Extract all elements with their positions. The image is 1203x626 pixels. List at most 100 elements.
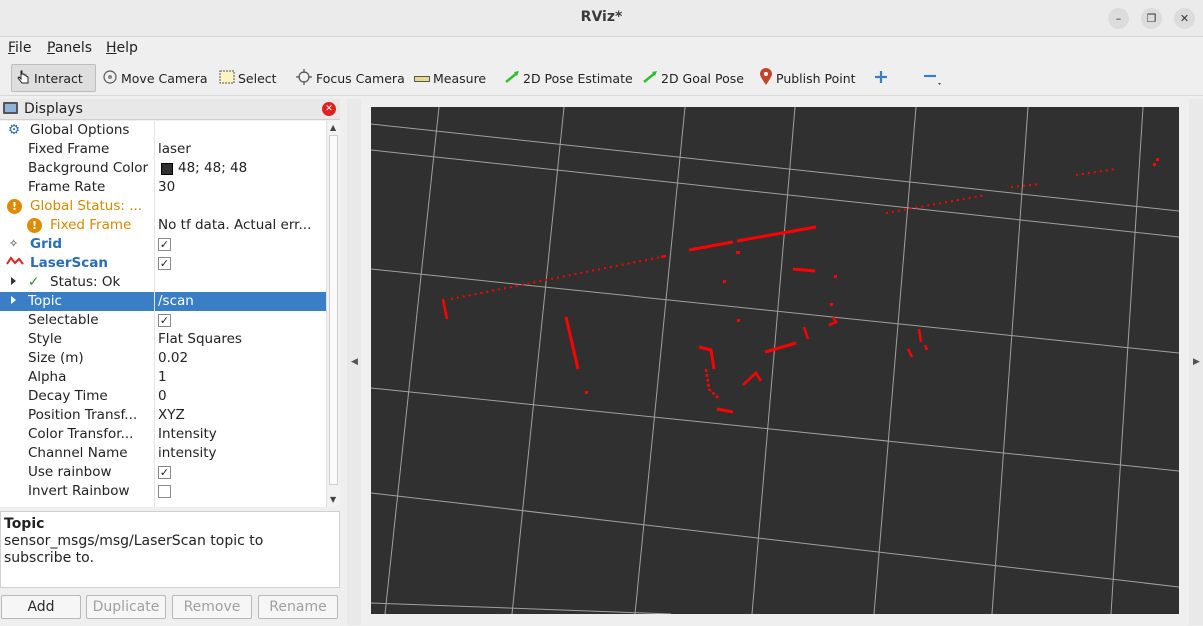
menu-file[interactable]: File xyxy=(8,40,32,56)
warning-icon: ! xyxy=(27,218,42,233)
row-key: Background Color xyxy=(28,160,149,176)
move-camera-label: Move Camera xyxy=(121,70,208,86)
row-key: Alpha xyxy=(28,369,67,385)
use-rainbow-checkbox[interactable]: ✓ xyxy=(158,466,171,479)
help-title: Topic xyxy=(4,516,45,532)
row-key: Color Transfor... xyxy=(28,426,134,442)
expand-arrow-icon[interactable] xyxy=(11,296,16,304)
publish-point-tool[interactable]: Publish Point xyxy=(756,64,859,92)
add-tool-button[interactable] xyxy=(871,64,891,92)
row-value: Flat Squares xyxy=(158,331,242,347)
pose-estimate-label: 2D Pose Estimate xyxy=(523,70,633,86)
remove-button[interactable]: Remove xyxy=(172,595,252,619)
tree-row-selectable[interactable]: Selectable ✓ xyxy=(0,311,326,330)
row-key: Frame Rate xyxy=(28,179,106,195)
window-title: RViz* xyxy=(580,9,623,25)
interact-tool[interactable]: Interact xyxy=(11,64,96,92)
row-value: 0.02 xyxy=(158,350,189,366)
menu-help[interactable]: Help xyxy=(106,40,138,56)
row-value: 1 xyxy=(158,369,167,385)
scroll-up-icon[interactable]: ▲ xyxy=(330,123,337,132)
row-value: 48; 48; 48 xyxy=(178,160,248,176)
row-key: Invert Rainbow xyxy=(28,483,130,499)
tree-row-status-ok[interactable]: ✓ Status: Ok xyxy=(0,273,326,292)
expand-arrow-icon[interactable] xyxy=(11,277,16,285)
row-value: intensity xyxy=(158,445,217,461)
row-key: Fixed Frame xyxy=(28,141,110,157)
publish-point-label: Publish Point xyxy=(776,70,856,86)
close-panel-icon[interactable]: ✕ xyxy=(322,102,336,116)
focus-camera-tool[interactable]: Focus Camera xyxy=(292,64,408,92)
row-key: Decay Time xyxy=(28,388,108,404)
column-divider xyxy=(154,121,155,507)
tree-row-fixed-frame[interactable]: Fixed Frame laser xyxy=(0,140,326,159)
check-icon: ✓ xyxy=(28,274,40,290)
gear-icon: ⚙ xyxy=(8,122,21,138)
minus-icon xyxy=(922,67,942,90)
displays-tree: ⚙ Global Options Fixed Frame laser Backg… xyxy=(0,121,326,507)
row-key: Size (m) xyxy=(28,350,84,366)
help-description: sensor_msgs/msg/LaserScan topic to subsc… xyxy=(4,533,264,566)
tree-row-laserscan[interactable]: LaserScan ✓ xyxy=(0,254,326,273)
goal-pose-tool[interactable]: 2D Goal Pose xyxy=(639,64,747,92)
pose-estimate-tool[interactable]: 2D Pose Estimate xyxy=(501,64,636,92)
invert-rainbow-checkbox[interactable] xyxy=(158,485,171,498)
tree-row-grid[interactable]: ✧ Grid ✓ xyxy=(0,235,326,254)
right-panel-grip[interactable]: ▶ xyxy=(1189,99,1203,625)
grid-icon: ✧ xyxy=(9,237,19,250)
measure-tool[interactable]: Measure xyxy=(411,64,489,92)
menu-bar: File Panels Help xyxy=(0,37,1203,59)
tree-row-decay-time[interactable]: Decay Time 0 xyxy=(0,387,326,406)
remove-tool-button[interactable] xyxy=(919,64,945,92)
tree-row-frame-rate[interactable]: Frame Rate 30 xyxy=(0,178,326,197)
tree-row-fixed-frame-status[interactable]: ! Fixed Frame No tf data. Actual err... xyxy=(0,216,326,235)
row-key: Global Status: ... xyxy=(30,198,143,214)
select-tool[interactable]: Select xyxy=(216,64,280,92)
laserscan-checkbox[interactable]: ✓ xyxy=(158,257,171,270)
collapse-left-icon[interactable]: ◀ xyxy=(351,357,358,367)
move-camera-icon xyxy=(102,69,118,88)
tree-row-background-color[interactable]: Background Color 48; 48; 48 xyxy=(0,159,326,178)
row-key: Global Options xyxy=(30,122,130,138)
warning-icon: ! xyxy=(7,199,22,214)
tree-row-color-transformer[interactable]: Color Transfor... Intensity xyxy=(0,425,326,444)
menu-panels[interactable]: Panels xyxy=(47,40,93,56)
selectable-checkbox[interactable]: ✓ xyxy=(158,314,171,327)
tree-row-invert-rainbow[interactable]: Invert Rainbow xyxy=(0,482,326,501)
row-value: Intensity xyxy=(158,426,217,442)
collapse-right-icon[interactable]: ▶ xyxy=(1193,357,1200,367)
toolbar: Interact Move Camera Select Focus Camera… xyxy=(0,60,1203,96)
tree-row-size[interactable]: Size (m) 0.02 xyxy=(0,349,326,368)
displays-panel-header: Displays ✕ xyxy=(0,99,340,120)
grid-checkbox[interactable]: ✓ xyxy=(158,238,171,251)
minimize-icon[interactable]: – xyxy=(1108,8,1129,29)
tree-row-global-options[interactable]: ⚙ Global Options xyxy=(0,121,326,140)
render-viewport[interactable] xyxy=(371,107,1179,614)
grid xyxy=(371,107,1179,614)
laser-scan xyxy=(441,158,1159,414)
tree-row-use-rainbow[interactable]: Use rainbow ✓ xyxy=(0,463,326,482)
color-swatch[interactable] xyxy=(161,163,173,175)
maximize-icon[interactable]: ❐ xyxy=(1141,8,1162,29)
tree-row-global-status[interactable]: ! Global Status: ... xyxy=(0,197,326,216)
property-help-box: Topic sensor_msgs/msg/LaserScan topic to… xyxy=(0,511,340,588)
row-key: LaserScan xyxy=(30,255,109,271)
tree-row-alpha[interactable]: Alpha 1 xyxy=(0,368,326,387)
close-icon[interactable]: ✕ xyxy=(1174,8,1195,29)
scroll-down-icon[interactable]: ▼ xyxy=(330,495,337,504)
tree-scrollbar[interactable]: ▲ ▼ xyxy=(326,121,340,507)
tree-row-position-transformer[interactable]: Position Transf... XYZ xyxy=(0,406,326,425)
row-key: Grid xyxy=(30,236,63,252)
laserscan-icon xyxy=(6,254,26,272)
duplicate-button[interactable]: Duplicate xyxy=(86,595,166,619)
add-button[interactable]: Add xyxy=(1,595,81,619)
left-panel-grip[interactable]: ◀ xyxy=(347,99,361,625)
tree-row-topic[interactable]: Topic /scan xyxy=(0,292,326,311)
move-camera-tool[interactable]: Move Camera xyxy=(99,64,211,92)
tree-row-channel-name[interactable]: Channel Name intensity xyxy=(0,444,326,463)
tree-row-style[interactable]: Style Flat Squares xyxy=(0,330,326,349)
row-value: XYZ xyxy=(158,407,185,423)
scrollbar-thumb[interactable] xyxy=(329,135,338,485)
rename-button[interactable]: Rename xyxy=(258,595,338,619)
viewport-canvas xyxy=(371,107,1179,614)
